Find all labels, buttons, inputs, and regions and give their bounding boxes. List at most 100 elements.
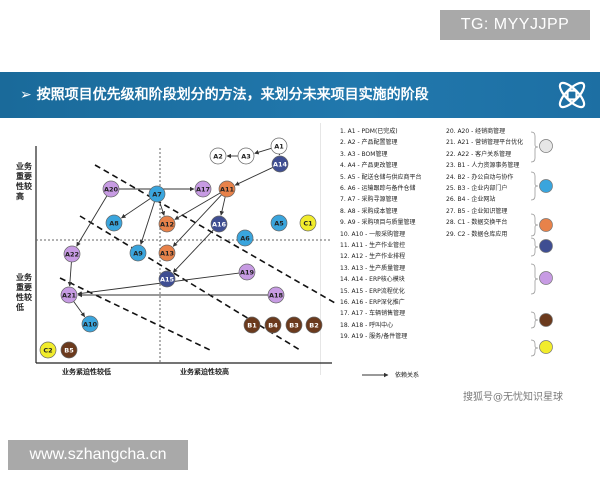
legend-item-right-4: 23. B1 - 人力资源事务管理: [446, 162, 520, 170]
legend-item-left-1: 1. A1 - PDM(已完成): [340, 128, 398, 135]
legend-color-dot-5: [539, 271, 553, 285]
svg-text:A5: A5: [274, 219, 284, 227]
svg-text:A1: A1: [274, 142, 284, 150]
arrow-A1-A3: [254, 147, 272, 155]
watermark-sohu: 搜狐号@无忧知识星球: [463, 392, 563, 403]
x-axis-label-high: 业务紧迫性较高: [180, 367, 229, 376]
node-c1: C1: [299, 214, 317, 232]
node-a5: A5: [270, 214, 288, 232]
legend-item-left-2: 2. A2 - 产品配置管理: [340, 139, 398, 147]
legend-item-right-7: 26. B4 - 企业网站: [446, 196, 496, 204]
svg-text:A2: A2: [213, 152, 223, 160]
svg-text:A13: A13: [160, 249, 174, 257]
legend-color-dot-4: [539, 239, 553, 253]
legend-item-right-6: 25. B3 - 企业内部门户: [446, 185, 508, 192]
legend-item-right-5: 24. B2 - 办公自动与协作: [446, 173, 514, 181]
node-a1: A1: [270, 137, 288, 155]
svg-text:B1: B1: [247, 321, 257, 329]
legend-color-dot-2: [539, 179, 553, 193]
svg-text:A19: A19: [240, 268, 255, 276]
legend-item-left-3: 3. A3 - BOM管理: [340, 150, 388, 158]
node-b5: B5: [60, 341, 78, 359]
phase-divider-3: [59, 277, 211, 351]
svg-text:A15: A15: [160, 275, 175, 283]
legend-item-left-11: 11. A11 - 生产作业管控: [340, 242, 406, 249]
node-a17: A17: [194, 180, 212, 198]
section-header: ➢ 按照项目优先级和阶段划分的方法，来划分未来项目实施的阶段: [0, 72, 600, 118]
legend-color-dot-7: [539, 340, 553, 354]
y-axis-label-high-0: 业务: [16, 161, 33, 171]
node-a13: A13: [158, 244, 176, 262]
y-axis-label-high-2: 性较: [16, 181, 32, 191]
node-a20: A20: [102, 180, 120, 198]
watermark-bottom: www.szhangcha.cn: [8, 440, 188, 470]
svg-text:A3: A3: [241, 152, 251, 160]
node-a8: A8: [105, 214, 123, 232]
legend-brace-5: [530, 263, 539, 295]
node-a18: A18: [267, 286, 285, 304]
node-b1: B1: [243, 316, 261, 334]
y-axis-label-high-1: 重要: [16, 171, 32, 181]
legend-item-left-12: 12. A12 - 生产作业排程: [340, 253, 406, 261]
node-b3: B3: [285, 316, 303, 334]
legend-item-right-10: 29. C2 - 数据仓库应用: [446, 230, 508, 238]
legend-item-left-8: 8. A8 - 采购成本管理: [340, 207, 398, 215]
x-axis-label-low: 业务紧迫性较低: [62, 367, 111, 376]
arrow-legend-label: 依赖关系: [395, 371, 419, 379]
node-a22: A22: [63, 245, 81, 263]
svg-text:B2: B2: [309, 321, 318, 329]
y-axis-label-low-3: 低: [15, 302, 24, 312]
arrow-A16-A15: [172, 229, 214, 273]
legend-brace-6: [530, 311, 539, 329]
arrow-A7-A12: [159, 201, 166, 216]
node-a11: A11: [218, 180, 236, 198]
svg-text:A14: A14: [273, 160, 288, 168]
legend-color-dot-1: [539, 139, 553, 153]
legend-item-right-3: 22. A22 - 客户关系管理: [446, 150, 512, 158]
arrow-A21-A10: [73, 301, 86, 318]
arrow-A20-A22: [76, 195, 108, 247]
svg-text:A11: A11: [220, 185, 235, 193]
svg-text:C1: C1: [303, 219, 313, 227]
phase-divider-1: [94, 164, 336, 304]
svg-text:B4: B4: [268, 321, 278, 329]
legend-item-right-1: 20. A20 - 经销商管理: [446, 128, 506, 135]
legend-color-dot-3: [539, 218, 553, 232]
legend-item-left-10: 10. A10 - 一般采购管理: [340, 230, 406, 238]
svg-text:A17: A17: [196, 185, 210, 193]
legend-item-left-19: 19. A19 - 服务/备件管理: [340, 333, 408, 341]
node-c2: C2: [39, 341, 57, 359]
atom-logo-icon: [558, 81, 586, 109]
legend-brace-7: [530, 339, 539, 357]
node-a19: A19: [238, 263, 256, 281]
legend-item-left-6: 6. A6 - 运输跟踪与备件仓储: [340, 185, 416, 192]
legend-item-left-18: 18. A18 - 呼叫中心: [340, 321, 394, 329]
svg-text:A6: A6: [240, 234, 250, 242]
node-a12: A12: [158, 215, 176, 233]
arrow-A11-A12: [174, 192, 221, 220]
legend-brace-4: [530, 237, 539, 257]
svg-text:A18: A18: [269, 291, 284, 299]
arrow-A11-A16: [219, 196, 226, 216]
legend-item-right-2: 21. A21 - 营销管理平台优化: [446, 139, 524, 147]
legend-item-left-13: 13. A13 - 生产质量管理: [340, 264, 406, 272]
legend-item-left-4: 4. A4 - 产品更改管理: [340, 162, 398, 170]
legend-item-left-15: 15. A15 - ERP流程优化: [340, 287, 405, 295]
legend-item-right-9: 28. C1 - 数据交换平台: [446, 219, 508, 227]
svg-text:A9: A9: [133, 249, 143, 257]
y-axis-label-high-3: 高: [16, 191, 24, 201]
svg-text:A8: A8: [109, 219, 119, 227]
arrow-A19-A21: [77, 272, 240, 296]
svg-text:C2: C2: [43, 346, 52, 354]
legend-item-left-7: 7. A7 - 采购寻源管理: [340, 196, 398, 204]
svg-text:A22: A22: [65, 250, 79, 258]
arrow-A14-A11: [234, 167, 273, 186]
node-a9: A9: [129, 244, 147, 262]
watermark-top: TG: MYYJJPP: [440, 10, 590, 40]
svg-text:A21: A21: [62, 291, 77, 299]
phase-divider-2: [79, 215, 301, 351]
svg-text:A12: A12: [160, 220, 174, 228]
node-b2: B2: [305, 316, 323, 334]
node-a15: A15: [158, 270, 176, 288]
node-a10: A10: [81, 315, 99, 333]
